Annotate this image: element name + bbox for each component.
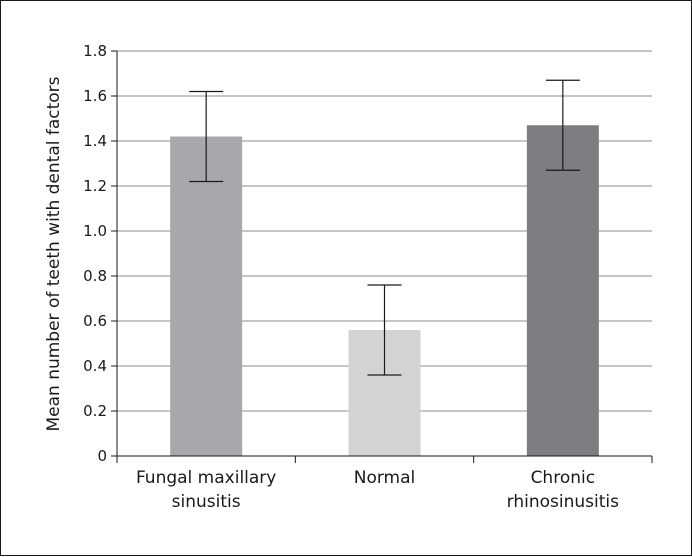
y-tick-label: 0.6 (83, 312, 107, 330)
x-category-label: Chronic (531, 468, 596, 488)
y-tick-label: 1.8 (83, 42, 107, 60)
y-tick-label: 1.2 (83, 177, 107, 195)
y-tick-label: 0.4 (83, 357, 107, 375)
x-category-label: Normal (354, 468, 416, 488)
y-axis-label: Mean number of teeth with dental factors (44, 76, 64, 431)
error-bars (189, 79, 580, 376)
y-tick-label: 1.6 (83, 87, 107, 105)
y-tick-label: 1.4 (83, 132, 107, 150)
y-tick-label: 0 (97, 447, 107, 465)
x-category-labels: Fungal maxillary sinusitis Normal Chronic rh… (136, 468, 619, 512)
bar (526, 125, 599, 456)
y-tick-label: 0.2 (83, 402, 107, 420)
y-tick-labels: 0 0.2 0.4 0.6 0.8 1.0 1.2 1.4 1.6 1.8 (83, 42, 107, 465)
bars (170, 125, 599, 456)
y-tick-label: 0.8 (83, 267, 107, 285)
y-tick-label: 1.0 (83, 222, 107, 240)
bar (170, 136, 243, 456)
x-category-label: rhinosinusitis (507, 492, 619, 512)
x-category-label: sinusitis (172, 492, 241, 512)
axes (111, 50, 653, 463)
x-category-label: Fungal maxillary (136, 468, 276, 488)
